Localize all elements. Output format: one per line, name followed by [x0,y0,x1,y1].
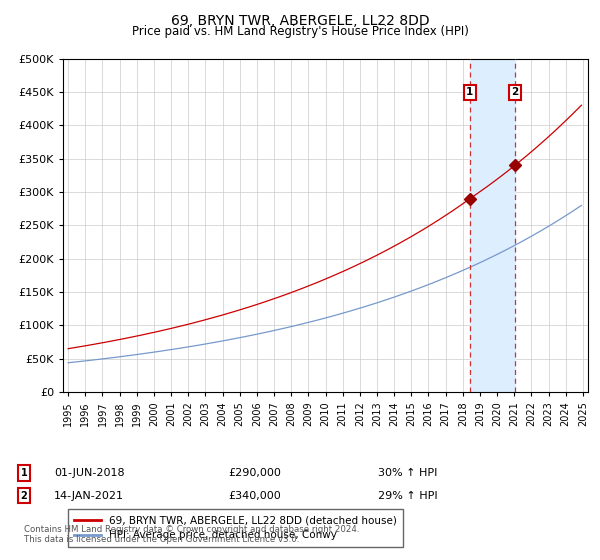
Text: Price paid vs. HM Land Registry's House Price Index (HPI): Price paid vs. HM Land Registry's House … [131,25,469,38]
Text: 1: 1 [466,87,473,97]
Text: 14-JAN-2021: 14-JAN-2021 [54,491,124,501]
Legend: 69, BRYN TWR, ABERGELE, LL22 8DD (detached house), HPI: Average price, detached : 69, BRYN TWR, ABERGELE, LL22 8DD (detach… [68,509,403,547]
Text: 2: 2 [20,491,28,501]
Text: 30% ↑ HPI: 30% ↑ HPI [378,468,437,478]
Text: 2: 2 [511,87,518,97]
Text: Contains HM Land Registry data © Crown copyright and database right 2024.
This d: Contains HM Land Registry data © Crown c… [24,525,359,544]
Bar [470,59,515,392]
Text: 69, BRYN TWR, ABERGELE, LL22 8DD: 69, BRYN TWR, ABERGELE, LL22 8DD [170,14,430,28]
Text: 1: 1 [20,468,28,478]
Text: 29% ↑ HPI: 29% ↑ HPI [378,491,437,501]
Text: 01-JUN-2018: 01-JUN-2018 [54,468,125,478]
Text: £290,000: £290,000 [228,468,281,478]
Text: £340,000: £340,000 [228,491,281,501]
